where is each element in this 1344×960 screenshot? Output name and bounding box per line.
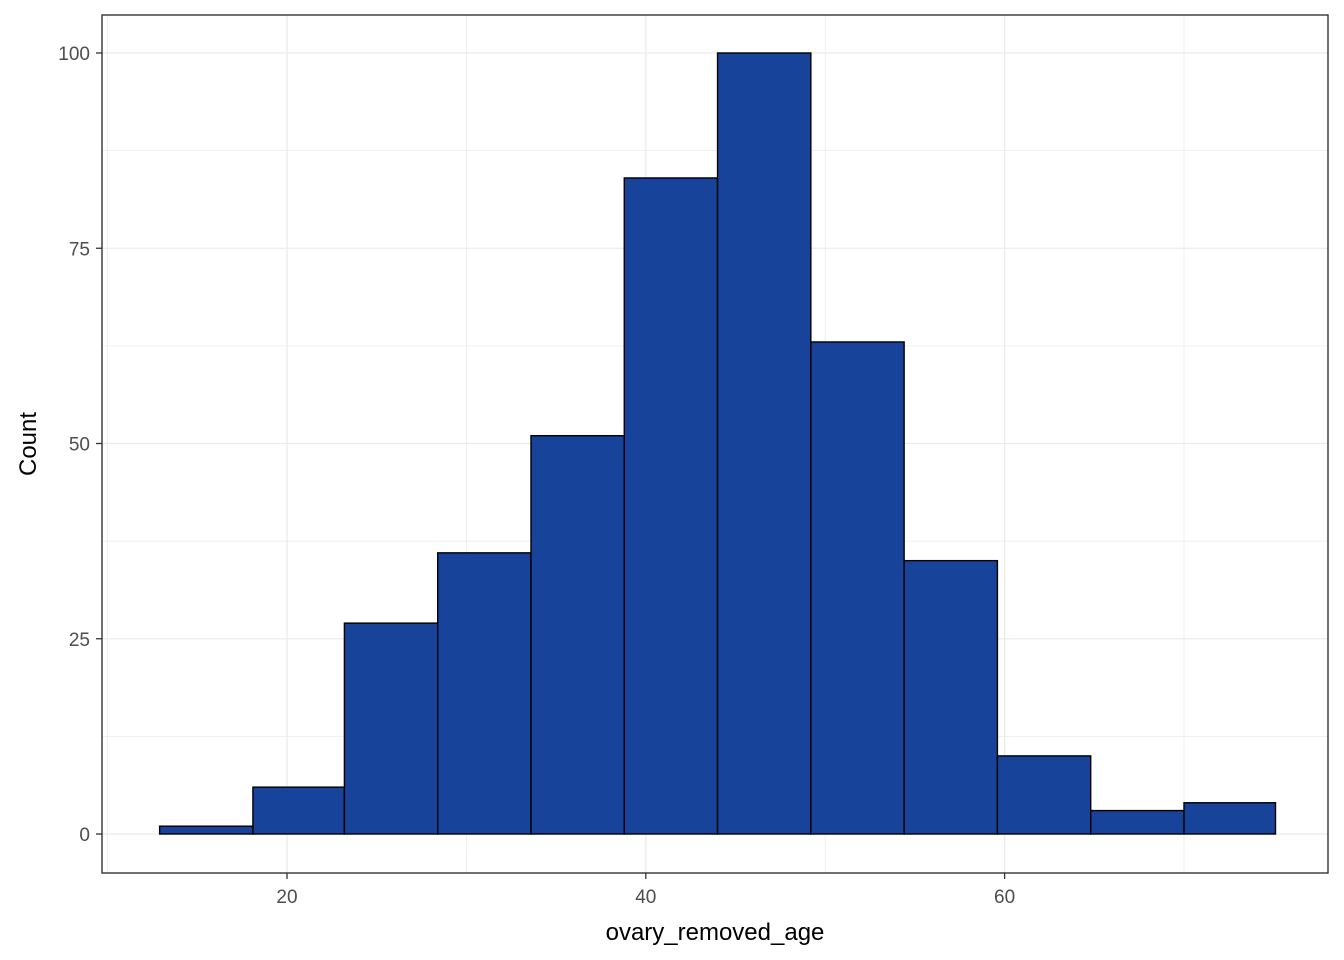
x-axis: 20 40 60 [276,873,1015,908]
x-axis-title: ovary_removed_age [606,919,825,946]
histogram-bar [436,552,532,835]
histogram-bar [996,755,1092,835]
histogram-bar [903,559,999,835]
histogram-bar [623,177,719,835]
histogram-bar [158,825,254,835]
y-tick-label: 50 [69,435,90,456]
y-axis-title: Count [15,412,42,476]
y-tick-label: 0 [79,825,90,846]
x-tick-label: 20 [276,887,297,908]
y-tick-label: 100 [58,44,90,65]
histogram-bars [158,52,1277,835]
y-tick-label: 25 [69,630,90,651]
x-tick-label: 60 [994,887,1015,908]
y-tick-label: 75 [69,239,90,260]
histogram-bar [810,341,905,835]
x-tick-label: 40 [635,887,656,908]
y-axis: 0 25 50 75 100 [58,44,102,846]
histogram-bar [252,786,346,835]
histogram-bar [716,52,812,835]
histogram-bar [343,622,439,835]
histogram-bar [530,434,625,835]
histogram-bar [1090,809,1185,835]
histogram-bar [1183,802,1277,835]
